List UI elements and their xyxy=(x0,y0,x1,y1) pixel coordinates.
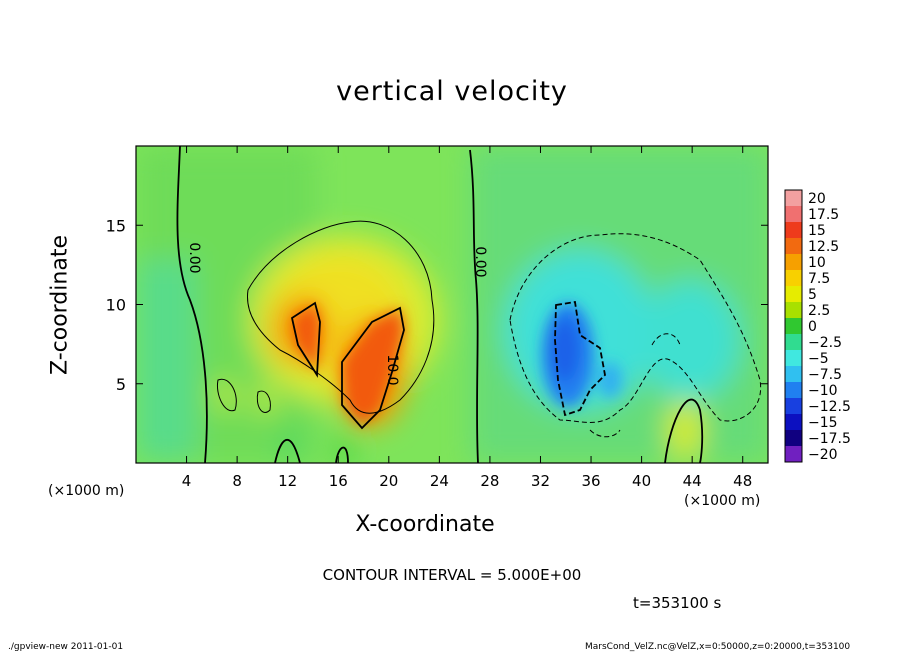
x-tick-label: 16 xyxy=(329,472,348,490)
colorbar-label: −7.5 xyxy=(808,367,842,383)
colorbar-swatch xyxy=(785,286,802,303)
x-tick-label: 36 xyxy=(581,472,600,490)
x-axis-label: X-coordinate xyxy=(355,512,495,537)
colorbar-label: 10 xyxy=(808,255,826,271)
heatmap-field xyxy=(136,146,768,463)
contour-label: 10.0 xyxy=(384,354,400,385)
colorbar-label: −17.5 xyxy=(808,431,851,447)
colorbar-label: −20 xyxy=(808,447,838,463)
colorbar-label: 17.5 xyxy=(808,207,839,223)
x-tick-label: 40 xyxy=(632,472,651,490)
colorbar-swatch xyxy=(785,334,802,351)
x-tick-label: 20 xyxy=(379,472,398,490)
colorbar-label: −10 xyxy=(808,383,838,399)
colorbar-label: 15 xyxy=(808,223,826,239)
x-tick-label: 48 xyxy=(733,472,752,490)
colorbar-label: 7.5 xyxy=(808,271,830,287)
x-tick-label: 32 xyxy=(531,472,550,490)
colorbar-swatch xyxy=(785,350,802,367)
colorbar-label: 0 xyxy=(808,319,817,335)
y-tick-label: 5 xyxy=(116,375,126,394)
x-tick-label: 44 xyxy=(683,472,702,490)
x-tick-label: 12 xyxy=(278,472,297,490)
x-unit-label-right: (×1000 m) xyxy=(684,493,761,509)
footer-right: MarsCond_VelZ.nc@VelZ,x=0:50000,z=0:2000… xyxy=(585,642,851,652)
colorbar-swatch xyxy=(785,382,802,399)
colorbar-frame xyxy=(784,189,803,463)
colorbar-swatch xyxy=(785,302,802,319)
x-tick-label: 28 xyxy=(480,472,499,490)
colorbar-swatch xyxy=(785,446,802,463)
time-label: t=353100 s xyxy=(633,594,722,612)
x-tick-label: 8 xyxy=(232,472,242,490)
colorbar-swatch xyxy=(785,318,802,335)
colorbar-swatch xyxy=(785,430,802,447)
colorbar-label: 20 xyxy=(808,191,826,207)
colorbar-label: −5 xyxy=(808,351,829,367)
colorbar-swatch xyxy=(785,414,802,431)
colorbar-swatch xyxy=(785,398,802,415)
y-tick-label: 10 xyxy=(106,296,126,315)
colorbar-swatch xyxy=(785,190,802,207)
x-unit-label-left: (×1000 m) xyxy=(48,483,125,499)
colorbar-swatch xyxy=(785,222,802,239)
colorbar-swatch xyxy=(785,238,802,255)
footer-left: ./gpview-new 2011-01-01 xyxy=(8,642,124,652)
colorbar-label: −2.5 xyxy=(808,335,842,351)
chart-title: vertical velocity xyxy=(336,76,568,107)
colorbar-label: −15 xyxy=(808,415,838,431)
colorbar-label: 12.5 xyxy=(808,239,839,255)
contour-label: 0.00 xyxy=(186,242,202,273)
x-tick-label: 24 xyxy=(430,472,449,490)
colorbar-swatch xyxy=(785,366,802,383)
colorbar-swatch xyxy=(785,270,802,287)
y-tick-label: 15 xyxy=(106,216,126,235)
colorbar-swatch xyxy=(785,254,802,271)
contour-interval: CONTOUR INTERVAL = 5.000E+00 xyxy=(322,566,582,584)
colorbar-label: 5 xyxy=(808,287,817,303)
x-tick-label: 4 xyxy=(182,472,192,490)
y-axis-label: Z-coordinate xyxy=(47,235,73,375)
colorbar-label: −12.5 xyxy=(808,399,851,415)
colorbar-label: 2.5 xyxy=(808,303,830,319)
colorbar-swatch xyxy=(785,206,802,223)
contour-label: 0.00 xyxy=(472,246,488,277)
